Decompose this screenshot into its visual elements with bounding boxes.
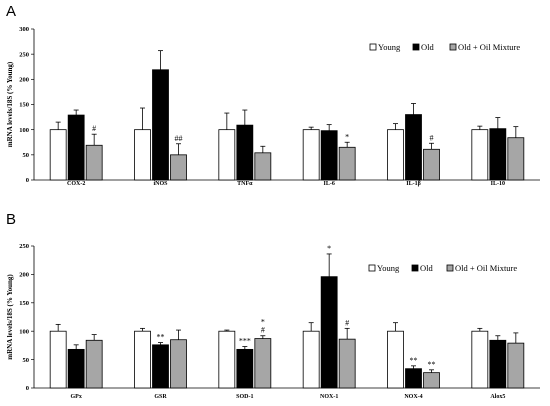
bar-young-4 — [387, 129, 404, 181]
bar-young-3 — [302, 330, 320, 389]
legend-label: Old — [421, 42, 435, 52]
y-tick-label: 0 — [26, 177, 29, 184]
bar-old-4 — [405, 368, 422, 389]
panel-letter: A — [6, 3, 16, 20]
bar-old-1 — [152, 69, 169, 181]
significance-marker: # — [345, 318, 349, 327]
y-tick-label: 50 — [23, 152, 30, 159]
legend-label: Young — [378, 42, 401, 52]
significance-marker: ** — [428, 360, 436, 369]
significance-marker: *** — [239, 337, 251, 346]
bar-young-3 — [302, 129, 320, 181]
x-category-label: IL-1β — [406, 181, 421, 187]
bar-young-1 — [134, 330, 151, 389]
bar-old-oil-mixture-2 — [254, 152, 272, 181]
significance-marker: ** — [157, 333, 165, 342]
bar-young-0 — [49, 129, 67, 181]
y-tick-label: 250 — [19, 51, 29, 58]
bar-young-0 — [49, 330, 67, 389]
x-category-label: IL-10 — [491, 181, 505, 187]
chart-panel-b: B 0 50 100 150 200 250 mRNA levels/18S (% Young… — [6, 211, 540, 400]
chart-panel-a: A 0 50 100 150 200 250 300 mRNA levels/18S (% Yo… — [6, 3, 540, 187]
bar-old-0 — [67, 114, 85, 181]
legend-label: Old — [420, 263, 434, 273]
bar-old-oil-mixture-1 — [170, 154, 187, 181]
significance-marker: # — [261, 326, 265, 335]
x-category-label: NOX-4 — [404, 394, 422, 400]
x-category-label: iNOS — [153, 181, 168, 187]
y-axis-label: mRNA levels/18S (% Young) — [6, 61, 14, 147]
y-tick-label: 50 — [23, 357, 30, 364]
significance-marker: # — [430, 133, 434, 142]
bar-old-2 — [236, 124, 254, 181]
bar-old-5 — [489, 128, 507, 181]
y-tick-label: 200 — [19, 77, 29, 84]
bar-old-0 — [67, 348, 85, 389]
bar-young-4 — [387, 330, 404, 389]
significance-marker: * — [345, 132, 349, 141]
legend-label: Old + Oil Mixture — [458, 42, 520, 52]
bar-old-oil-mixture-2 — [254, 338, 272, 389]
legend-swatch — [449, 43, 457, 51]
x-category-label: IL-6 — [323, 181, 334, 187]
significance-marker: * — [327, 244, 331, 253]
bar-young-2 — [218, 330, 236, 389]
bar-old-oil-mixture-5 — [507, 342, 525, 389]
legend-swatch — [369, 43, 377, 51]
y-tick-label: 150 — [19, 102, 29, 109]
bar-old-oil-mixture-0 — [85, 339, 103, 389]
legend-swatch — [446, 264, 454, 272]
bar-old-4 — [405, 114, 422, 181]
bar-young-2 — [218, 129, 236, 181]
y-tick-label: 150 — [19, 300, 29, 307]
y-tick-label: 100 — [19, 127, 29, 134]
legend-swatch — [368, 264, 376, 272]
x-category-label: GSR — [154, 394, 167, 400]
bar-young-5 — [471, 330, 489, 389]
significance-marker: # — [92, 124, 96, 133]
bar-old-oil-mixture-3 — [338, 146, 356, 181]
bar-old-oil-mixture-3 — [338, 338, 356, 389]
significance-marker: ## — [175, 134, 183, 143]
y-tick-label: 200 — [19, 272, 29, 279]
bar-old-3 — [320, 130, 338, 181]
bar-old-oil-mixture-4 — [423, 148, 440, 181]
bar-young-1 — [134, 129, 151, 181]
bar-old-2 — [236, 348, 254, 389]
significance-marker: ** — [410, 356, 418, 365]
y-tick-label: 100 — [19, 328, 29, 335]
panel-letter: B — [6, 211, 16, 228]
y-tick-label: 300 — [19, 26, 29, 33]
bar-old-oil-mixture-1 — [170, 339, 187, 389]
x-category-label: TNFα — [237, 181, 253, 187]
bar-young-5 — [471, 129, 489, 181]
bar-old-5 — [489, 339, 507, 389]
x-category-label: SOD-1 — [236, 394, 253, 400]
bar-old-oil-mixture-0 — [85, 144, 103, 181]
y-tick-label: 250 — [19, 243, 29, 250]
legend-swatch — [411, 264, 419, 272]
bar-old-1 — [152, 344, 169, 389]
x-category-label: NOX-1 — [320, 394, 338, 400]
legend-swatch — [412, 43, 420, 51]
bar-old-oil-mixture-4 — [423, 372, 440, 389]
x-category-label: Alox5 — [490, 394, 505, 400]
y-tick-label: 0 — [26, 385, 29, 392]
x-category-label: GPx — [70, 394, 81, 400]
legend-label: Young — [377, 263, 400, 273]
legend-label: Old + Oil Mixture — [455, 263, 517, 273]
x-category-label: COX-2 — [67, 181, 85, 187]
bar-old-oil-mixture-5 — [507, 137, 525, 181]
y-axis-label: mRNA levels/18S (% Young) — [6, 274, 14, 360]
bar-old-3 — [320, 276, 338, 389]
significance-marker: * — [261, 318, 265, 327]
